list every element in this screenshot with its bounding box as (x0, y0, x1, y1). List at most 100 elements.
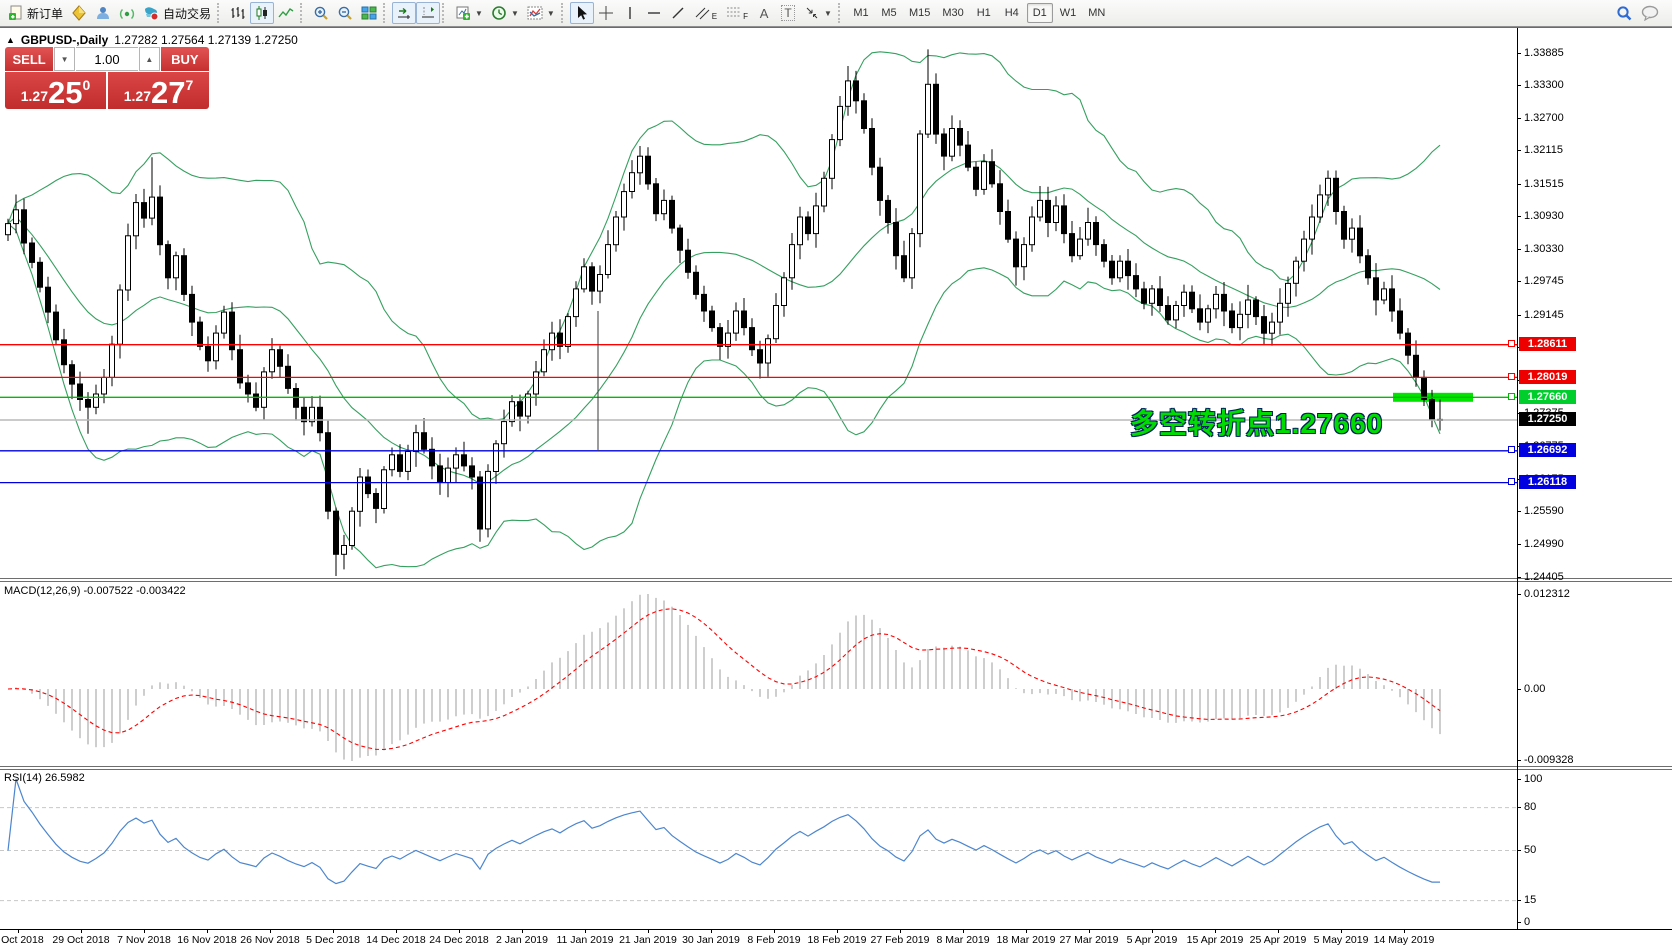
axis-tick-mark (1517, 760, 1521, 761)
one-click-trading-panel: SELL ▼ ▲ BUY 1.27 25 0 1.27 27 7 (5, 47, 209, 109)
vertical-line-icon (629, 7, 631, 19)
timeframe-d1[interactable]: D1 (1026, 3, 1053, 23)
candle-body (885, 199, 891, 223)
toolbar-separator (442, 3, 449, 23)
market-button[interactable] (67, 2, 91, 24)
collapse-panel-icon[interactable]: ▲ (6, 35, 15, 45)
candle-body (741, 310, 747, 329)
candle-body (269, 349, 275, 373)
candle-body (717, 327, 723, 347)
candle-body (149, 196, 155, 219)
rsi-line (7, 778, 1440, 885)
candle-body (141, 202, 147, 219)
new-order-button[interactable]: 新订单 (4, 2, 67, 24)
dropdown-arrow-icon: ▼ (546, 8, 555, 18)
sell-button[interactable]: SELL (5, 47, 54, 71)
candle-body (245, 382, 251, 395)
candle-body (1429, 399, 1435, 420)
indicators-button[interactable]: ▼ (523, 2, 559, 24)
rsi-indicator-panel[interactable] (0, 770, 1517, 929)
candle-body (1373, 277, 1379, 301)
price-badge-1.26118: 1.26118 (1519, 475, 1576, 489)
volume-decrease-button[interactable]: ▼ (54, 47, 75, 71)
candle-body (485, 470, 491, 530)
candle-body (237, 349, 243, 384)
cursor-button[interactable] (569, 2, 594, 24)
zoom-in-button[interactable] (309, 2, 333, 24)
price-axis[interactable]: 1.33885 1.33300 1.32700 1.32115 1.31515 1.309… (1508, 28, 1672, 949)
autotrading-button[interactable]: 自动交易 (139, 2, 215, 24)
panel-divider[interactable] (0, 578, 1672, 582)
draw-vline-button[interactable] (618, 2, 642, 24)
sell-price-main: 25 (47, 75, 83, 110)
price-tick-label: 1.31515 (1524, 178, 1564, 190)
candle-body (85, 399, 91, 408)
timeframe-m1[interactable]: M1 (853, 7, 869, 19)
draw-arrows-button[interactable]: ▼ (800, 2, 836, 24)
crosshair-button[interactable] (594, 2, 618, 24)
draw-trendline-button[interactable] (666, 2, 690, 24)
candle-body (405, 451, 411, 472)
timeframe-h4[interactable]: H4 (1004, 7, 1019, 19)
sell-price-pip: 0 (82, 77, 91, 93)
candle-body (1365, 255, 1371, 279)
chat-icon[interactable] (1641, 5, 1660, 21)
candle-body (541, 349, 547, 373)
new-chart-button[interactable]: ▼ (451, 2, 487, 24)
draw-fibo-button[interactable]: F (721, 2, 752, 24)
axis-tick-mark (1517, 900, 1521, 901)
candle-body (29, 242, 35, 263)
timeframe-m15[interactable]: M15 (908, 7, 931, 19)
date-label: 14 May 2019 (1373, 934, 1435, 946)
draw-label-button[interactable]: T (776, 2, 800, 24)
axis-tick-mark (1517, 118, 1521, 119)
chart-shift-button[interactable] (416, 2, 441, 24)
search-icon[interactable] (1616, 5, 1633, 22)
draw-text-button[interactable]: A (752, 2, 776, 24)
timeframe-h1[interactable]: H1 (976, 7, 991, 19)
time-tick-mark (963, 930, 964, 933)
timeframe-w1[interactable]: W1 (1059, 7, 1077, 19)
chart-candles-button[interactable] (250, 2, 275, 24)
zoom-out-button[interactable] (333, 2, 357, 24)
community-button[interactable] (91, 2, 115, 24)
macd-label: MACD(12,26,9) -0.007522 -0.003422 (4, 585, 186, 597)
panel-divider[interactable] (0, 766, 1672, 770)
draw-channel-button[interactable]: E (690, 2, 721, 24)
sell-price[interactable]: 1.27 25 0 (5, 72, 106, 109)
date-label: 18 Feb 2019 (807, 934, 867, 946)
candle-body (701, 293, 707, 312)
volume-input[interactable] (76, 47, 138, 71)
candle-body (917, 133, 923, 235)
volume-increase-button[interactable]: ▲ (139, 47, 160, 71)
timeframe-mn[interactable]: MN (1088, 7, 1106, 19)
buy-price[interactable]: 1.27 27 7 (108, 72, 209, 109)
buy-button[interactable]: BUY (160, 47, 209, 71)
candle-body (1237, 313, 1243, 329)
toolbar-separator (837, 3, 845, 23)
candle-body (573, 288, 579, 318)
axis-tick-mark (1517, 807, 1521, 808)
rsi-name: RSI(14) (4, 772, 42, 784)
chart-bars-button[interactable] (226, 2, 250, 24)
candle-body (845, 80, 851, 107)
candle-body (1085, 222, 1091, 240)
axis-tick-mark (1517, 281, 1521, 282)
time-tick-mark (648, 930, 649, 933)
clock-icon (492, 6, 506, 20)
candle-body (157, 196, 163, 246)
macd-indicator-panel[interactable] (0, 582, 1517, 766)
tile-windows-button[interactable] (357, 2, 381, 24)
axis-tick-mark (1517, 315, 1521, 316)
price-tick-label: 1.32700 (1524, 112, 1564, 124)
toolbar-separator (300, 3, 307, 23)
timeframe-m30[interactable]: M30 (942, 7, 964, 19)
auto-scroll-button[interactable] (392, 2, 417, 24)
signals-button[interactable] (115, 2, 139, 24)
main-price-chart[interactable] (0, 28, 1517, 578)
draw-hline-button[interactable] (642, 2, 666, 24)
time-axis[interactable]: 9 Oct 2018 29 Oct 2018 7 Nov 2018 16 Nov 20… (0, 929, 1672, 949)
chart-line-button[interactable] (274, 2, 298, 24)
profiles-button[interactable]: ▼ (487, 2, 523, 24)
timeframe-m5[interactable]: M5 (881, 7, 897, 19)
